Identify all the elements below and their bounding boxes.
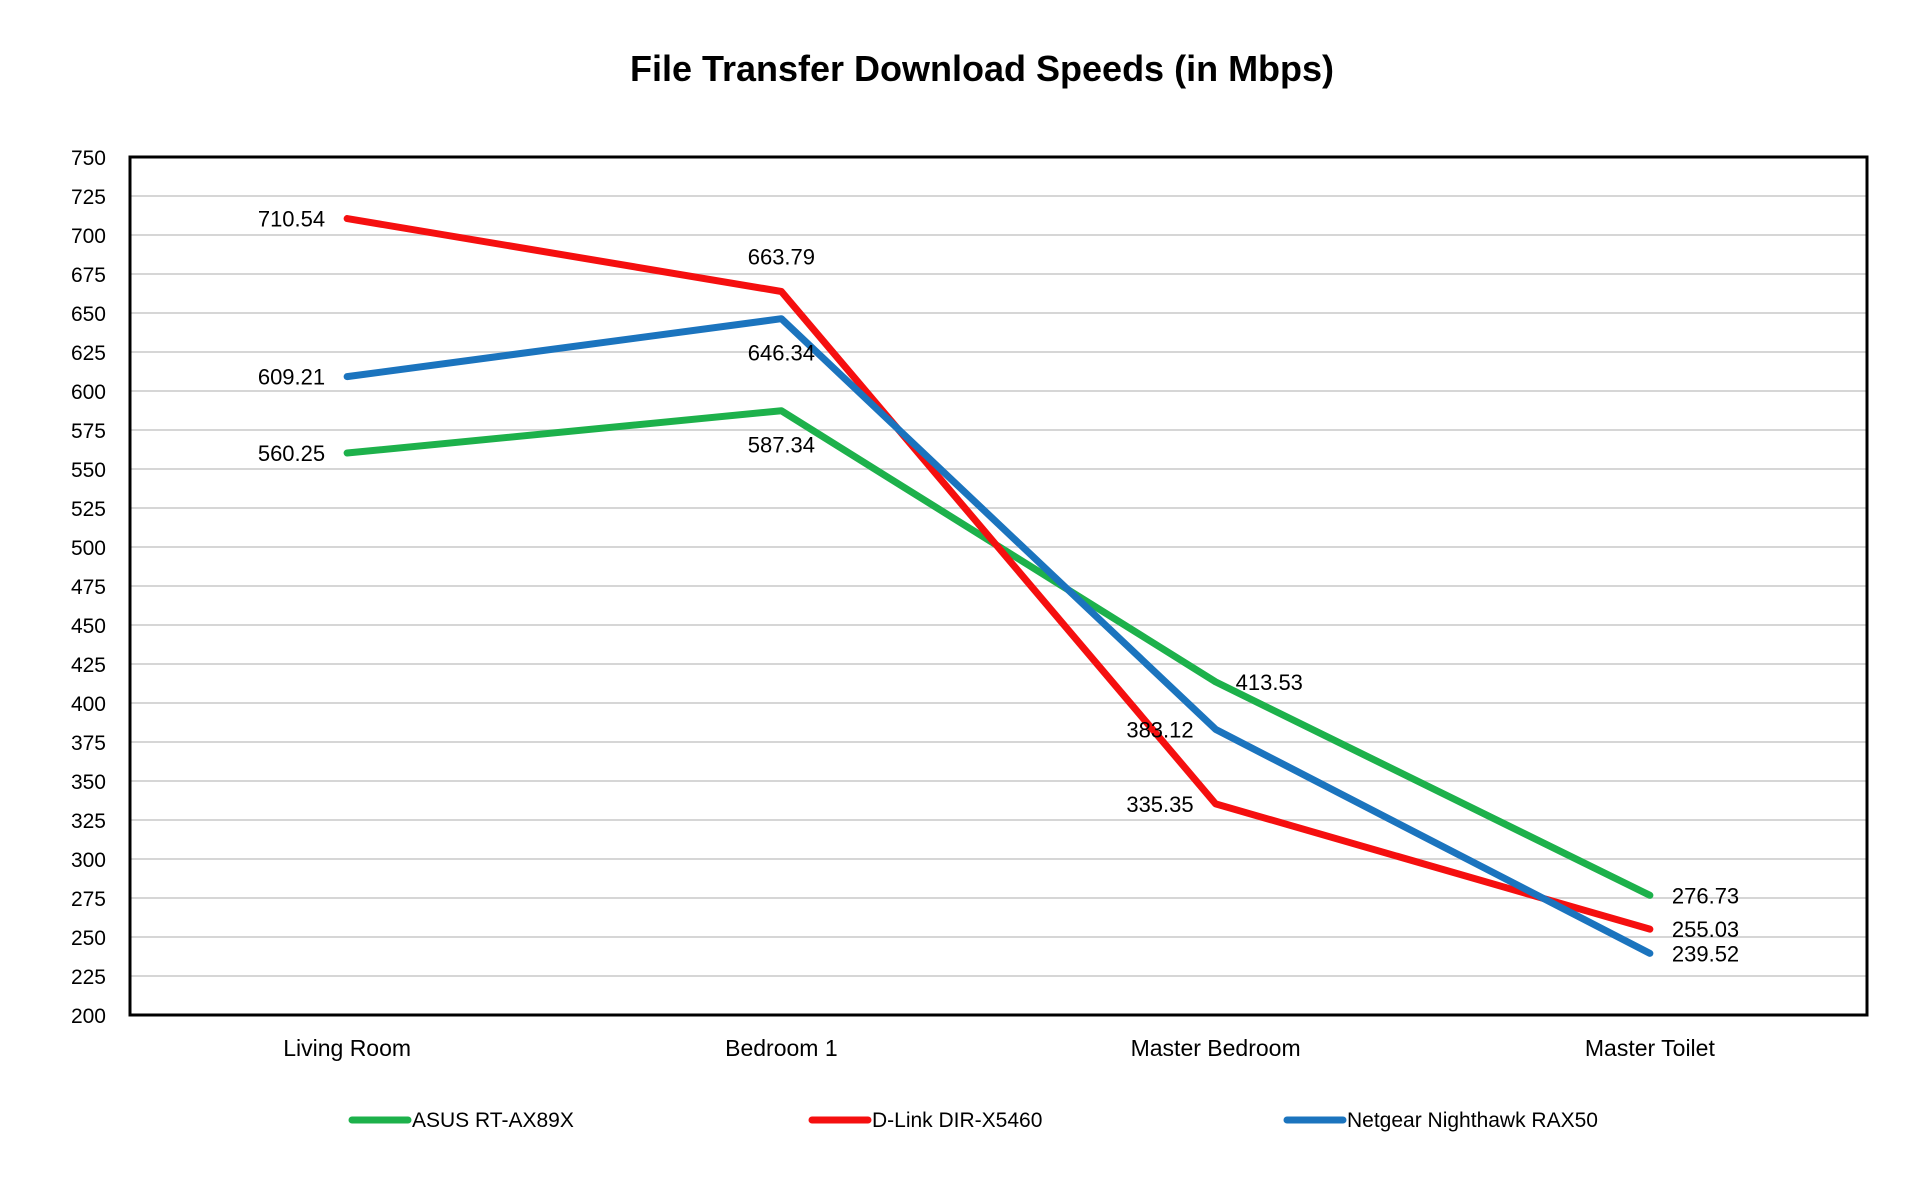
data-label: 663.79 [748,244,815,269]
chart-title: File Transfer Download Speeds (in Mbps) [630,48,1334,89]
y-tick-label: 525 [71,498,106,521]
x-tick-label: Master Bedroom [1131,1035,1301,1061]
data-label: 646.34 [748,341,815,366]
y-tick-label: 425 [71,654,106,677]
y-tick-label: 750 [71,147,106,170]
data-label: 587.34 [748,433,815,458]
grid-lines [130,195,1867,977]
data-label: 609.21 [258,365,325,390]
data-labels: 560.25 587.34 413.53 276.73 710.54 663.79 335.… [258,207,1739,967]
data-label: 710.54 [258,207,325,232]
data-label: 255.03 [1672,917,1739,942]
y-tick-label: 350 [71,771,106,794]
data-label: 413.53 [1236,670,1303,695]
data-label: 335.35 [1126,792,1193,817]
data-label: 560.25 [258,441,325,466]
y-tick-label: 675 [71,264,106,287]
data-label: 276.73 [1672,883,1739,908]
legend: ASUS RT-AX89X D-Link DIR-X5460 Netgear Nig… [348,1109,1598,1132]
series-line-d-link-dir-x5460 [343,215,1654,933]
y-tick-label: 700 [71,225,106,248]
series-line-netgear-nighthawk-rax50 [343,315,1654,957]
y-tick-label: 300 [71,849,106,872]
y-tick-label: 500 [71,537,106,560]
y-tick-label: 375 [71,732,106,755]
data-label: 239.52 [1672,941,1739,966]
data-label: 383.12 [1126,717,1193,742]
y-tick-label: 575 [71,420,106,443]
y-axis-ticks: 200 225 250 275 300 325 350 375 400 425 450 475 500 5… [71,147,106,1028]
y-tick-label: 650 [71,303,106,326]
x-tick-label: Bedroom 1 [725,1035,838,1061]
x-tick-label: Master Toilet [1585,1035,1716,1061]
y-tick-label: 475 [71,576,106,599]
plot-frame [128,155,1869,1017]
y-tick-label: 225 [71,966,106,989]
y-tick-label: 450 [71,615,106,638]
y-tick-label: 325 [71,810,106,833]
y-tick-label: 550 [71,459,106,482]
y-tick-label: 625 [71,342,106,365]
y-tick-label: 600 [71,381,106,404]
legend-label: Netgear Nighthawk RAX50 [1347,1109,1598,1132]
series-lines [343,215,1654,957]
x-axis-ticks: Living Room Bedroom 1 Master Bedroom Master… [283,1035,1715,1061]
y-tick-label: 250 [71,927,106,950]
y-tick-label: 725 [71,186,106,209]
x-tick-label: Living Room [283,1035,411,1061]
y-tick-label: 400 [71,693,106,716]
y-tick-label: 200 [71,1005,106,1028]
series-line-asus-rt-ax89x [343,407,1654,899]
legend-label: D-Link DIR-X5460 [872,1109,1042,1132]
y-tick-label: 275 [71,888,106,911]
legend-label: ASUS RT-AX89X [412,1109,574,1132]
